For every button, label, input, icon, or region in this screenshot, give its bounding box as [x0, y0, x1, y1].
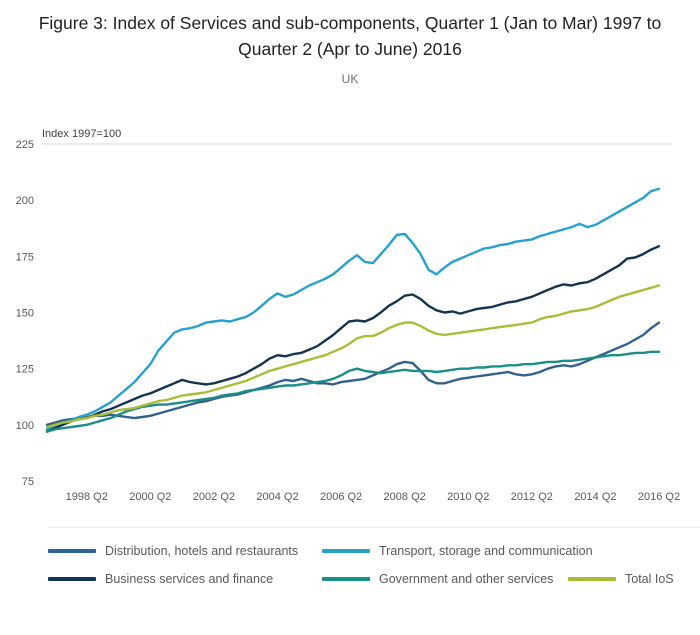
- svg-text:200: 200: [16, 195, 34, 207]
- svg-text:125: 125: [16, 363, 34, 375]
- svg-text:225: 225: [16, 139, 34, 151]
- legend-swatch-business: [48, 576, 96, 581]
- svg-text:1998 Q2: 1998 Q2: [66, 491, 108, 503]
- chart-title: Figure 3: Index of Services and sub-comp…: [38, 13, 662, 60]
- legend-label-distribution: Distribution, hotels and restaurants: [105, 543, 299, 558]
- svg-text:2010 Q2: 2010 Q2: [447, 491, 489, 503]
- legend-swatch-distribution: [48, 548, 96, 553]
- legend-item-government: Government and other services: [322, 572, 568, 586]
- legend-swatch-transport: [322, 548, 370, 553]
- legend-label-government: Government and other services: [379, 571, 554, 586]
- line-chart-plot-area: Index 1997=100 225 200 175 150 125 100 75 1998 Q…: [16, 128, 680, 503]
- svg-text:2016 Q2: 2016 Q2: [638, 491, 680, 503]
- svg-text:2012 Q2: 2012 Q2: [511, 491, 553, 503]
- svg-text:2002 Q2: 2002 Q2: [193, 491, 235, 503]
- svg-text:Index 1997=100: Index 1997=100: [42, 128, 121, 140]
- legend-swatch-government: [322, 576, 370, 581]
- svg-text:150: 150: [16, 307, 34, 319]
- legend-label-transport: Transport, storage and communication: [379, 543, 593, 558]
- legend-item-total-ios: Total IoS: [568, 572, 700, 586]
- legend-item-transport: Transport, storage and communication: [322, 544, 593, 558]
- svg-text:2006 Q2: 2006 Q2: [320, 491, 362, 503]
- legend-swatch-total-ios: [568, 576, 616, 581]
- legend-label-total-ios: Total IoS: [625, 571, 674, 586]
- legend-item-distribution: Distribution, hotels and restaurants: [48, 544, 322, 558]
- chart-legend: Distribution, hotels and restaurants Tra…: [48, 526, 700, 586]
- svg-text:100: 100: [16, 419, 34, 431]
- svg-text:175: 175: [16, 251, 34, 263]
- svg-text:2000 Q2: 2000 Q2: [129, 491, 171, 503]
- svg-text:2008 Q2: 2008 Q2: [384, 491, 426, 503]
- legend-item-business: Business services and finance: [48, 572, 322, 586]
- chart-subtitle: UK: [341, 71, 359, 86]
- svg-text:75: 75: [22, 476, 34, 488]
- svg-text:2014 Q2: 2014 Q2: [574, 491, 616, 503]
- legend-label-business: Business services and finance: [105, 571, 274, 586]
- svg-text:2004 Q2: 2004 Q2: [256, 491, 298, 503]
